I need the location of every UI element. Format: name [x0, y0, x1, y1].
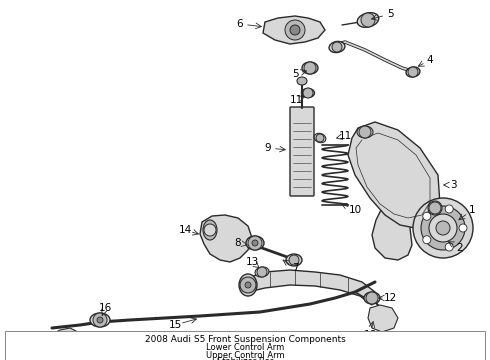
Circle shape: [245, 282, 251, 288]
Circle shape: [204, 224, 216, 236]
Circle shape: [289, 255, 299, 265]
Circle shape: [421, 206, 465, 250]
Ellipse shape: [364, 292, 380, 304]
Text: 12: 12: [383, 293, 396, 303]
Text: 1: 1: [469, 205, 475, 215]
Polygon shape: [372, 182, 420, 260]
Circle shape: [304, 62, 316, 74]
Text: 11: 11: [290, 95, 303, 105]
Text: 14: 14: [178, 225, 192, 235]
Ellipse shape: [314, 133, 326, 143]
Circle shape: [55, 332, 71, 348]
Circle shape: [423, 212, 431, 220]
Text: Stabilizer Bar: Stabilizer Bar: [217, 357, 273, 360]
Text: Lower Control Arm: Lower Control Arm: [206, 343, 284, 352]
Polygon shape: [263, 16, 325, 44]
Circle shape: [459, 224, 467, 232]
Text: 9: 9: [265, 143, 271, 153]
Polygon shape: [248, 270, 375, 305]
Ellipse shape: [255, 267, 269, 277]
Ellipse shape: [357, 126, 373, 138]
Circle shape: [408, 67, 418, 77]
Text: 16: 16: [98, 303, 112, 313]
Text: 13: 13: [245, 257, 259, 267]
Polygon shape: [200, 215, 252, 262]
Polygon shape: [48, 328, 80, 352]
Text: 5: 5: [292, 69, 298, 79]
Polygon shape: [368, 305, 398, 332]
Circle shape: [366, 292, 378, 304]
Text: 6: 6: [237, 19, 244, 29]
FancyBboxPatch shape: [290, 107, 314, 196]
Ellipse shape: [239, 274, 257, 296]
Text: 4: 4: [427, 55, 433, 65]
Circle shape: [316, 134, 324, 142]
Ellipse shape: [246, 236, 264, 250]
Ellipse shape: [406, 67, 420, 77]
Circle shape: [59, 336, 67, 344]
Circle shape: [93, 313, 107, 327]
Circle shape: [257, 267, 267, 277]
Circle shape: [429, 202, 441, 214]
Circle shape: [285, 20, 305, 40]
Circle shape: [240, 277, 256, 293]
Ellipse shape: [90, 313, 110, 327]
Ellipse shape: [297, 77, 307, 85]
Text: 8: 8: [235, 238, 241, 248]
Circle shape: [429, 214, 457, 242]
Ellipse shape: [357, 13, 379, 27]
Circle shape: [332, 42, 342, 52]
Text: 10: 10: [348, 205, 362, 215]
Text: 3: 3: [450, 180, 456, 190]
Ellipse shape: [428, 201, 442, 215]
Text: 2008 Audi S5 Front Suspension Components: 2008 Audi S5 Front Suspension Components: [145, 334, 345, 343]
FancyBboxPatch shape: [5, 331, 485, 360]
Circle shape: [252, 240, 258, 246]
Polygon shape: [348, 122, 440, 228]
Circle shape: [248, 236, 262, 250]
Circle shape: [445, 243, 453, 251]
Text: 18: 18: [364, 330, 377, 340]
Circle shape: [413, 198, 473, 258]
Circle shape: [303, 88, 313, 98]
Circle shape: [290, 25, 300, 35]
Text: 17: 17: [35, 342, 49, 352]
Circle shape: [436, 221, 450, 235]
Ellipse shape: [302, 62, 318, 74]
Ellipse shape: [301, 89, 315, 98]
Text: 7: 7: [292, 263, 298, 273]
Ellipse shape: [203, 220, 217, 240]
Circle shape: [361, 13, 375, 27]
Ellipse shape: [329, 41, 345, 53]
Text: 15: 15: [169, 320, 182, 330]
Circle shape: [97, 317, 103, 323]
Ellipse shape: [286, 254, 302, 266]
Text: 5: 5: [387, 9, 393, 19]
Circle shape: [445, 205, 453, 213]
Text: 2: 2: [457, 243, 464, 253]
Text: Upper Control Arm: Upper Control Arm: [206, 351, 284, 360]
Circle shape: [359, 126, 371, 138]
Text: 11: 11: [339, 131, 352, 141]
Circle shape: [423, 236, 431, 244]
